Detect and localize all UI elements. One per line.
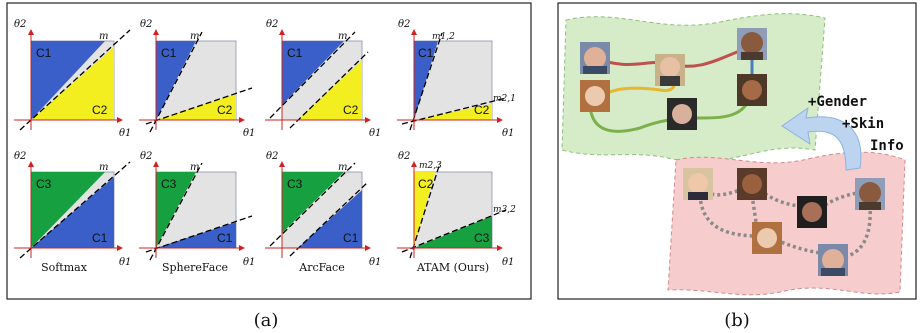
region-label: C1	[36, 46, 52, 60]
caption-b: (b)	[724, 310, 750, 331]
annotation-gender: +Gender	[808, 94, 867, 110]
axis-label-x: θ1	[502, 128, 514, 139]
region-labels: C1 C2 C3 C1 C1 C2 C3 C1 C1 C2 C3 C1 C1 C…	[36, 46, 490, 245]
panel-b: +Gender +Skin Info (b)	[557, 2, 917, 331]
axis-label-y: θ2	[140, 19, 152, 30]
axis-label-x: θ1	[502, 257, 514, 268]
plot-sphereface-top	[139, 29, 253, 133]
margin-label: m2,3	[419, 161, 442, 171]
margin-label: m2,1	[493, 94, 516, 104]
avatar	[797, 196, 827, 228]
region-label: C1	[343, 231, 359, 245]
transfer-arrow	[781, 106, 862, 171]
margin-label: m	[338, 31, 347, 42]
column-names: Softmax SphereFace ArcFace ATAM (Ours)	[41, 261, 489, 274]
plot-softmax-bottom	[14, 161, 131, 259]
margin-label: m3,2	[493, 205, 516, 215]
avatar	[737, 28, 767, 60]
axis-label-x: θ1	[243, 128, 255, 139]
margin-label: m	[99, 31, 108, 42]
axis-label-y: θ2	[14, 151, 26, 162]
method-name-arcface: ArcFace	[298, 261, 344, 274]
margin-label: m	[190, 162, 199, 173]
margin-labels: m m m m m m m1,2 m2,1 m2,3 m3,2	[99, 31, 516, 215]
avatar	[580, 80, 610, 112]
annotation-skin: +Skin	[842, 116, 884, 132]
margin-label: m1,2	[432, 32, 455, 42]
method-name-atam: ATAM (Ours)	[416, 261, 489, 274]
avatar	[667, 98, 697, 130]
plot-sphereface-bottom	[139, 161, 253, 261]
avatar	[737, 168, 767, 200]
plot-arcface-top	[265, 29, 371, 130]
region-label: C1	[418, 46, 434, 60]
region-label: C3	[287, 177, 303, 191]
region-label: C2	[217, 103, 233, 117]
region-label: C1	[217, 231, 233, 245]
axis-label-x: θ1	[369, 128, 381, 139]
annotation-info: Info	[870, 138, 904, 154]
region-label: C1	[287, 46, 303, 60]
region-label: C2	[474, 103, 490, 117]
axis-label-y: θ2	[398, 151, 410, 162]
margin-label: m	[338, 162, 347, 173]
avatar	[752, 222, 782, 254]
avatar	[580, 42, 610, 74]
axis-label-x: θ1	[243, 257, 255, 268]
region-label: C2	[92, 103, 108, 117]
region-label: C2	[418, 177, 434, 191]
plot-atam-bottom	[397, 161, 507, 259]
plot-arcface-bottom	[265, 161, 371, 258]
avatar	[683, 168, 713, 200]
region-label: C1	[161, 46, 177, 60]
avatar	[655, 54, 685, 86]
plot-softmax-top	[14, 29, 131, 131]
axis-label-x: θ1	[369, 257, 381, 268]
axis-label-y: θ2	[140, 151, 152, 162]
region-label: C1	[92, 231, 108, 245]
method-name-sphereface: SphereFace	[162, 261, 228, 274]
region-label: C2	[343, 103, 359, 117]
method-name-softmax: Softmax	[41, 261, 88, 274]
avatar	[737, 74, 767, 106]
margin-label: m	[190, 31, 199, 42]
axis-label-y: θ2	[14, 19, 26, 30]
panel-a: θ2 θ1 θ2 θ1 θ2 θ1 θ2 θ1 θ2 θ1 θ2 θ1 θ2 θ…	[6, 2, 532, 331]
axis-label-x: θ1	[119, 257, 131, 268]
caption-a: (a)	[254, 310, 279, 331]
avatar	[855, 178, 885, 210]
margin-label: m	[99, 162, 108, 173]
face-nodes	[580, 28, 885, 276]
region-label: C3	[36, 177, 52, 191]
avatar	[818, 244, 848, 276]
region-label: C3	[161, 177, 177, 191]
region-label: C3	[474, 231, 490, 245]
axis-labels: θ2 θ1 θ2 θ1 θ2 θ1 θ2 θ1 θ2 θ1 θ2 θ1 θ2 θ…	[14, 19, 514, 268]
axis-label-x: θ1	[119, 128, 131, 139]
axis-label-y: θ2	[266, 19, 278, 30]
plot-atam-top	[397, 29, 507, 131]
axis-label-y: θ2	[266, 151, 278, 162]
annotation: +Gender +Skin Info	[808, 94, 904, 154]
axis-label-y: θ2	[398, 19, 410, 30]
